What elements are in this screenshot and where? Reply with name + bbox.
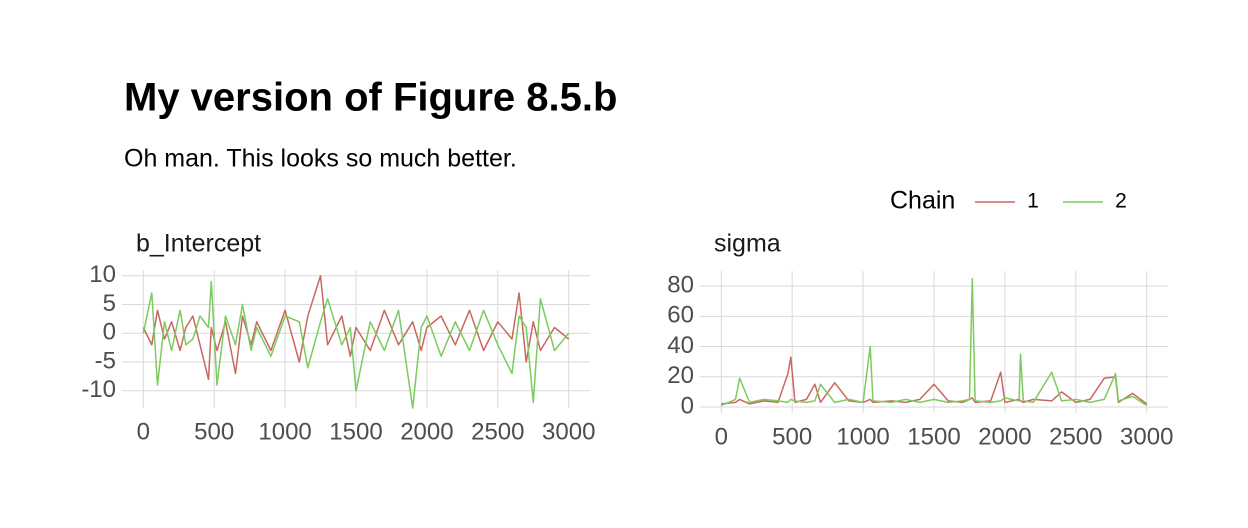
- y-tick-label: 80: [667, 271, 694, 298]
- x-tick-label: 2000: [400, 418, 453, 445]
- x-tick-label: 1000: [836, 423, 889, 450]
- y-tick-label: 0: [103, 319, 116, 346]
- legend-title: Chain: [890, 187, 955, 215]
- legend-label: 2: [1115, 190, 1127, 213]
- x-tick-label: 0: [715, 423, 728, 450]
- y-tick-label: 40: [667, 332, 694, 359]
- y-tick-label: 20: [667, 362, 694, 389]
- chart-title: My version of Figure 8.5.b: [124, 76, 617, 120]
- panel-title: sigma: [714, 230, 781, 258]
- chart-subtitle: Oh man. This looks so much better.: [124, 145, 517, 173]
- y-tick-label: -5: [95, 347, 116, 374]
- y-tick-label: -10: [81, 376, 116, 403]
- panel-title: b_Intercept: [136, 230, 261, 258]
- trace-line: [142, 280, 570, 409]
- x-tick-label: 2000: [978, 423, 1031, 450]
- x-tick-label: 2500: [471, 418, 524, 445]
- x-tick-label: 2500: [1049, 423, 1102, 450]
- x-tick-label: 3000: [542, 418, 595, 445]
- x-tick-label: 500: [772, 423, 812, 450]
- trace-line: [721, 277, 1148, 407]
- y-tick-label: 0: [681, 392, 694, 419]
- y-tick-label: 10: [89, 261, 116, 288]
- y-tick-label: 5: [103, 290, 116, 317]
- x-tick-label: 3000: [1120, 423, 1173, 450]
- legend-label: 1: [1027, 190, 1039, 213]
- x-tick-label: 1000: [258, 418, 311, 445]
- x-tick-label: 1500: [329, 418, 382, 445]
- trace-line: [721, 356, 1148, 405]
- x-tick-label: 0: [137, 418, 150, 445]
- y-tick-label: 60: [667, 302, 694, 329]
- x-tick-label: 1500: [907, 423, 960, 450]
- x-tick-label: 500: [194, 418, 234, 445]
